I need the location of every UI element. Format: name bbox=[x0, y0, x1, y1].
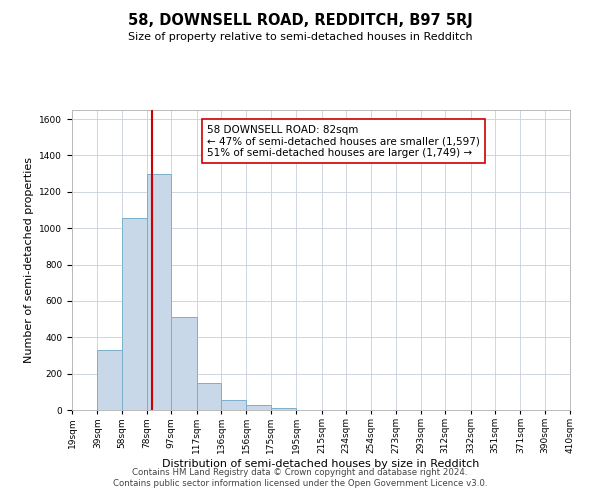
X-axis label: Distribution of semi-detached houses by size in Redditch: Distribution of semi-detached houses by … bbox=[163, 459, 479, 469]
Bar bbox=[172, 318, 197, 410]
Bar bbox=[197, 382, 221, 410]
Text: 58 DOWNSELL ROAD: 82sqm
← 47% of semi-detached houses are smaller (1,597)
51% of: 58 DOWNSELL ROAD: 82sqm ← 47% of semi-de… bbox=[207, 124, 480, 158]
Bar bbox=[147, 174, 172, 410]
Bar bbox=[97, 350, 122, 410]
Y-axis label: Number of semi-detached properties: Number of semi-detached properties bbox=[24, 157, 34, 363]
Text: Size of property relative to semi-detached houses in Redditch: Size of property relative to semi-detach… bbox=[128, 32, 472, 42]
Bar bbox=[122, 218, 147, 410]
Text: 58, DOWNSELL ROAD, REDDITCH, B97 5RJ: 58, DOWNSELL ROAD, REDDITCH, B97 5RJ bbox=[128, 12, 472, 28]
Text: Contains HM Land Registry data © Crown copyright and database right 2024.
Contai: Contains HM Land Registry data © Crown c… bbox=[113, 468, 487, 487]
Bar bbox=[271, 408, 296, 410]
Bar bbox=[221, 400, 247, 410]
Bar bbox=[247, 406, 271, 410]
